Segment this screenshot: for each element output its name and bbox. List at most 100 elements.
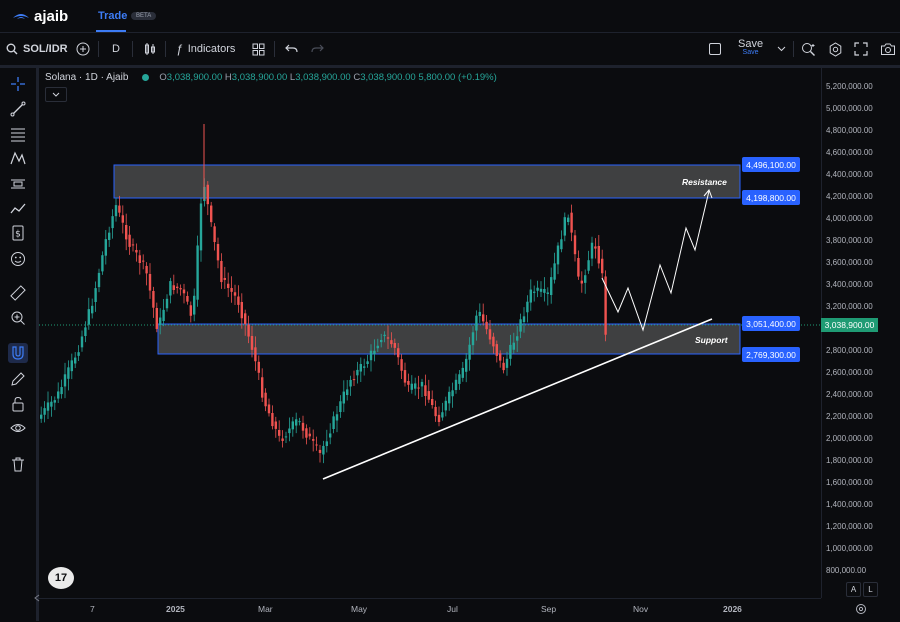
price-axis[interactable] [821,68,900,598]
candle-body [427,391,430,400]
time-axis-label: Mar [258,604,273,614]
price-tag-support-bottom: 2,769,300.00 [742,347,800,362]
candle-body [550,277,553,295]
undo-button[interactable] [285,33,298,65]
candle-body [97,272,101,288]
candle-body [257,361,260,373]
candle-body [162,309,165,321]
price-axis-label: 4,000,000.00 [826,214,873,223]
candle-body [560,239,563,250]
candle-body [206,184,209,205]
brush-tool[interactable] [8,199,28,219]
save-label: Save [738,38,764,50]
chart-canvas[interactable] [39,68,821,598]
candle-body [325,441,328,446]
time-axis-label: Sep [541,604,557,614]
save-menu-button[interactable] [777,33,786,65]
redo-icon [311,44,324,53]
candle-body [390,340,393,345]
compare-button[interactable] [76,33,90,65]
price-axis-label: 3,600,000.00 [826,258,873,267]
redo-button[interactable] [311,33,324,65]
candle-body [261,377,264,398]
price-tool[interactable]: $ [8,223,28,243]
axis-settings-button[interactable] [855,603,867,618]
candle-body [468,344,471,360]
legend-collapse-button[interactable] [45,87,67,102]
candle-body [40,414,43,419]
chart-type-button[interactable] [143,33,157,65]
layouts-button[interactable] [252,33,265,65]
resistance-label[interactable]: Resistance [682,177,727,187]
price-axis-label: 2,000,000.00 [826,434,873,443]
legend-ohlc: O3,038,900.00 H3,038,900.00 L3,038,900.0… [159,72,497,83]
candle-body [397,348,400,358]
quick-search-button[interactable] [801,33,816,65]
projection-path[interactable] [601,190,710,332]
chevron-left-icon [34,594,40,602]
visibility-tool[interactable] [8,418,28,438]
candle-body [264,392,267,407]
screenshot-button[interactable] [880,33,896,65]
candle-body [417,387,420,389]
remove-tool[interactable] [8,454,28,474]
legend-title[interactable]: Solana · 1D · Ajaib [45,72,129,83]
pattern-tool[interactable] [8,148,28,168]
candle-body [138,255,141,263]
candle-body [284,436,288,438]
candle-body [383,334,386,337]
auto-scale-button[interactable]: A [846,582,861,597]
candle-body [502,362,505,371]
indicators-button[interactable]: ƒ Indicators [176,33,235,65]
svg-text:$: $ [15,230,21,240]
price-axis-label: 3,800,000.00 [826,236,873,245]
candle-body [522,316,526,322]
settings-button[interactable] [828,33,843,65]
save-button[interactable]: Save Save [738,38,763,56]
candle-body [359,364,362,372]
candle-body [505,358,509,368]
magnet-tool[interactable] [8,343,28,363]
time-axis[interactable] [39,598,821,622]
tradingview-logo[interactable]: 17 [48,567,74,589]
candle-body [431,399,434,406]
log-scale-button[interactable]: L [863,582,878,597]
interval-button[interactable]: D [112,43,120,55]
candle-body [349,379,352,387]
candle-body [148,274,152,291]
trendline-tool[interactable] [8,99,28,119]
support-label[interactable]: Support [695,335,728,345]
resistance-zone[interactable] [113,164,741,199]
candle-body [604,276,607,335]
candle-body [444,400,447,411]
ascending-trendline[interactable] [322,318,713,480]
ajaib-logo-icon [13,13,29,19]
collapse-toolbar-button[interactable] [30,588,44,608]
lock-tool[interactable] [8,394,28,414]
crosshair-tool[interactable] [8,74,28,94]
icon-tool[interactable] [8,249,28,269]
candle-body [492,336,495,347]
price-axis-label: 2,800,000.00 [826,346,873,355]
candle-body [448,391,451,404]
tab-trade[interactable]: Trade [98,10,128,22]
brand-logo[interactable]: ajaib [12,8,68,25]
fullscreen-button[interactable] [854,33,868,65]
zoom-tool[interactable] [8,308,28,328]
candle-body [46,402,50,411]
symbol-search[interactable]: SOL/IDR [6,33,68,65]
candle-body [53,400,56,403]
time-axis-label: May [351,604,368,614]
fib-tool[interactable] [8,124,28,144]
candle-body [179,288,182,290]
candle-body [233,292,237,296]
candles [40,124,607,464]
candle-body [458,374,461,384]
candle-body [131,244,135,246]
projection-tool[interactable] [8,174,28,194]
drawing-mode-tool[interactable] [8,369,28,389]
price-axis-label: 1,800,000.00 [826,456,873,465]
ruler-tool[interactable] [8,283,28,303]
wave-icon [10,203,26,214]
fullscreen-select-button[interactable] [708,33,722,65]
